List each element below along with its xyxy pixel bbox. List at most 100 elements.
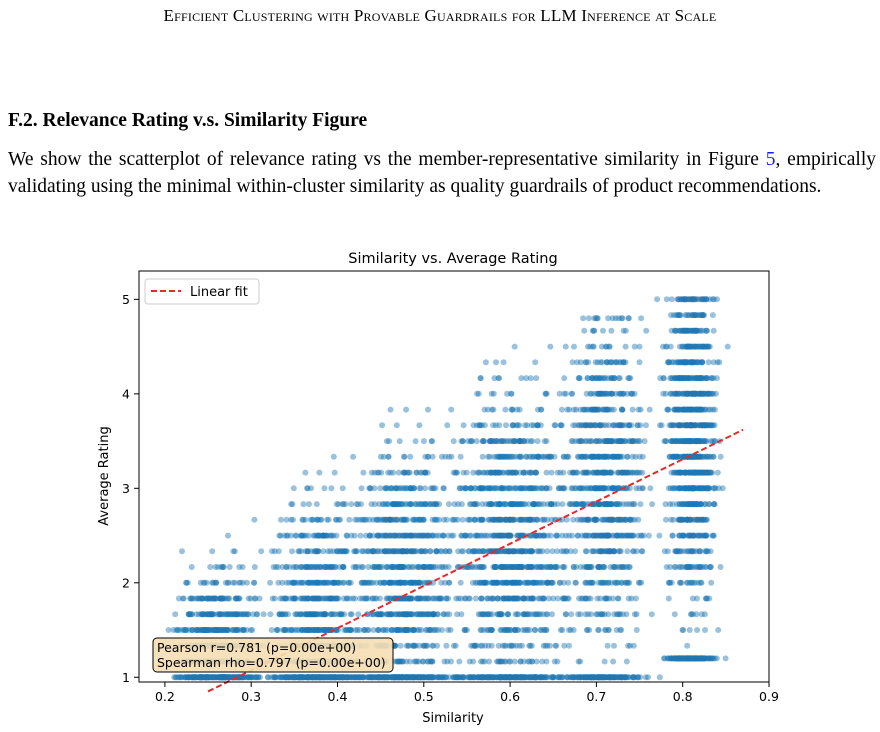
data-point: [390, 501, 397, 508]
data-point: [320, 595, 327, 602]
data-point: [208, 674, 215, 681]
data-point: [199, 627, 206, 633]
data-point: [488, 627, 495, 633]
data-point: [291, 595, 298, 602]
data-point: [407, 658, 413, 665]
data-point: [192, 627, 199, 633]
data-point: [353, 501, 360, 508]
data-point: [582, 548, 589, 555]
data-point: [173, 627, 180, 633]
data-point: [315, 548, 322, 555]
data-point: [199, 611, 206, 618]
data-point: [540, 564, 547, 570]
data-point: [361, 627, 368, 633]
data-point: [564, 406, 571, 413]
data-point: [226, 674, 233, 681]
data-point: [472, 516, 479, 523]
data-point: [226, 611, 233, 618]
data-point: [452, 469, 459, 476]
data-point: [197, 627, 204, 633]
data-point: [569, 390, 575, 397]
data-point: [211, 627, 218, 633]
data-point: [382, 579, 389, 586]
data-point: [638, 315, 645, 322]
data-point: [520, 548, 527, 555]
data-point: [224, 627, 231, 633]
data-point: [623, 611, 630, 618]
data-point: [390, 532, 397, 539]
data-point: [459, 438, 466, 445]
data-point: [475, 390, 482, 397]
data-point: [605, 627, 612, 633]
data-point: [365, 564, 372, 570]
figure-reference-link[interactable]: 5: [765, 149, 776, 170]
data-point: [194, 674, 201, 681]
data-point: [633, 548, 640, 555]
data-point: [500, 359, 507, 366]
data-point: [312, 548, 318, 555]
data-point: [237, 611, 244, 618]
data-point: [565, 579, 572, 586]
data-point: [267, 579, 274, 586]
data-point: [510, 595, 517, 602]
data-point: [566, 627, 572, 633]
data-point: [534, 438, 541, 445]
data-point: [223, 674, 230, 681]
data-point: [221, 674, 228, 681]
data-point: [227, 674, 234, 681]
data-point: [184, 674, 191, 681]
data-points: [165, 296, 731, 681]
data-point: [347, 579, 354, 586]
data-point: [429, 658, 436, 665]
data-point: [186, 611, 193, 618]
data-point: [336, 564, 343, 570]
data-point: [219, 595, 226, 602]
data-point: [359, 674, 366, 681]
data-point: [393, 422, 400, 429]
data-point: [626, 422, 633, 429]
data-point: [223, 595, 230, 602]
data-point: [180, 595, 186, 602]
data-point: [556, 579, 563, 586]
data-point: [231, 579, 238, 586]
data-point: [342, 674, 349, 681]
data-point: [562, 611, 569, 618]
data-point: [346, 516, 353, 523]
data-point: [478, 532, 485, 539]
data-point: [605, 611, 612, 618]
data-point: [429, 642, 436, 649]
data-point: [617, 390, 624, 397]
data-point: [231, 611, 238, 618]
data-point: [505, 595, 512, 602]
data-point: [188, 674, 195, 681]
data-point: [399, 516, 405, 523]
data-point: [383, 532, 390, 539]
data-point: [452, 642, 459, 649]
data-point: [181, 674, 188, 681]
data-point: [588, 548, 595, 555]
data-point: [430, 564, 437, 570]
data-point: [223, 674, 230, 681]
data-point: [478, 595, 484, 602]
data-point: [204, 595, 211, 602]
data-point: [219, 674, 226, 681]
data-point: [204, 674, 211, 681]
data-point: [174, 627, 181, 633]
data-point: [442, 548, 449, 555]
data-point: [208, 674, 215, 681]
data-point: [229, 627, 236, 633]
data-point: [192, 674, 199, 681]
data-point: [218, 564, 225, 570]
data-point: [640, 532, 647, 539]
data-point: [328, 595, 335, 602]
data-point: [316, 595, 323, 602]
data-point: [530, 579, 537, 586]
data-point: [484, 406, 491, 413]
data-point: [516, 453, 522, 460]
data-point: [637, 501, 644, 508]
data-point: [219, 564, 226, 570]
data-point: [216, 627, 223, 633]
data-point: [192, 674, 199, 681]
data-point: [513, 674, 519, 681]
data-point: [320, 532, 327, 539]
